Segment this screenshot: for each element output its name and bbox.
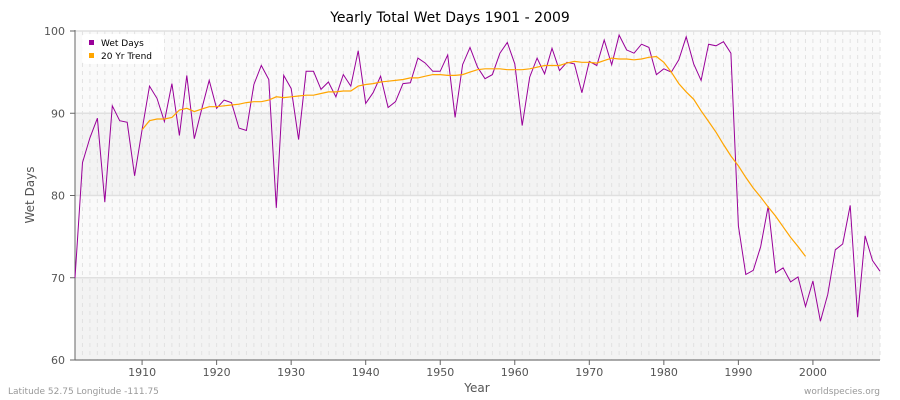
x-tick-label: 1930 [277,366,305,379]
x-tick-label: 1950 [426,366,454,379]
legend-label-trend: 20 Yr Trend [101,52,152,62]
legend-label-wet-days: Wet Days [101,39,144,49]
x-axis-label: Year [463,381,489,395]
footer-location: Latitude 52.75 Longitude -111.75 [8,387,159,397]
wet-days-line [74,33,881,322]
x-tick-label: 1970 [575,366,603,379]
x-tick-label: 1980 [650,366,678,379]
y-tick-label: 100 [44,25,65,38]
y-tick-label: 80 [51,190,65,203]
legend-swatch-wet-days [89,40,94,45]
x-tick-label: 2000 [799,366,827,379]
legend: Wet Days 20 Yr Trend [82,34,164,64]
y-tick-label: 90 [51,107,65,120]
y-axis-label: Wet Days [23,166,37,223]
legend-swatch-trend [89,53,94,58]
x-tick-label: 1910 [128,366,156,379]
y-tick-label: 70 [51,272,65,285]
x-tick-label: 1960 [501,366,529,379]
trend-line [141,55,806,257]
chart-title: Yearly Total Wet Days 1901 - 2009 [329,10,570,26]
y-tick-label: 60 [51,354,65,367]
x-tick-label: 1940 [352,366,380,379]
footer-site: worldspecies.org [804,387,880,397]
x-tick-label: 1990 [724,366,752,379]
x-tick-label: 1920 [203,366,231,379]
